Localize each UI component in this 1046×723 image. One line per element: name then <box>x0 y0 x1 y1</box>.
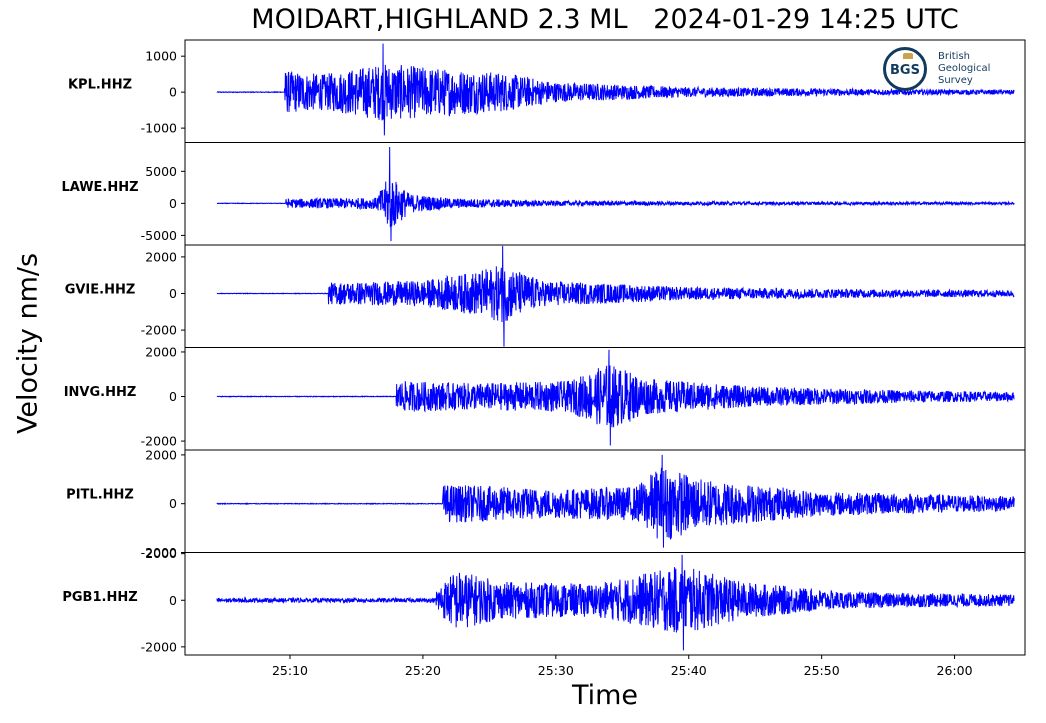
y-tick-label: 2000 <box>145 546 177 561</box>
bgs-logo-line1: British <box>938 51 970 62</box>
bgs-logo: BGS British Geological Survey <box>883 47 1003 95</box>
y-tick-label: -2000 <box>141 639 177 654</box>
station-label: KPL.HHZ <box>68 77 132 92</box>
x-tick-label: 26:00 <box>937 663 973 678</box>
x-tick-label: 25:30 <box>538 663 574 678</box>
y-tick-label: 2000 <box>145 249 177 264</box>
x-axis-label: Time <box>571 680 639 711</box>
bgs-logo-emblem: BGS <box>883 47 927 91</box>
x-tick-label: 25:20 <box>405 663 441 678</box>
station-label: LAWE.HHZ <box>61 180 138 195</box>
chart-title: MOIDART,HIGHLAND 2.3 ML 2024-01-29 14:25… <box>251 4 959 35</box>
y-tick-label: 0 <box>169 496 177 511</box>
y-tick-label: 0 <box>169 85 177 100</box>
y-tick-label: 0 <box>169 286 177 301</box>
x-tick-label: 25:10 <box>272 663 308 678</box>
waveform-trace <box>216 349 1015 446</box>
station-label: INVG.HHZ <box>64 385 137 400</box>
waveform-trace <box>216 454 1015 548</box>
x-tick-label: 25:40 <box>671 663 707 678</box>
bgs-logo-line3: Survey <box>938 75 973 86</box>
panel-frame <box>184 552 1026 656</box>
station-label: GVIE.HHZ <box>65 282 136 297</box>
waveform-trace <box>216 43 1015 136</box>
y-tick-label: -2000 <box>141 545 177 560</box>
panel-frame <box>184 347 1026 451</box>
y-tick-label: -5000 <box>141 228 177 243</box>
y-tick-label: 0 <box>169 593 177 608</box>
panel-frame <box>184 142 1026 246</box>
waveform-trace <box>216 554 1015 651</box>
y-axis-label: Velocity nm/s <box>12 252 44 435</box>
y-tick-label: 2000 <box>145 344 177 359</box>
waveform-trace <box>216 146 1015 242</box>
y-tick-label: -1000 <box>141 121 177 136</box>
y-tick-label: -2000 <box>141 434 177 449</box>
bgs-logo-line2: Geological <box>938 63 991 74</box>
y-tick-label: 2000 <box>145 447 177 462</box>
y-tick-label: 0 <box>169 389 177 404</box>
y-tick-label: -2000 <box>141 323 177 338</box>
station-label: PGB1.HHZ <box>62 590 137 605</box>
bgs-logo-abbr: BGS <box>890 63 920 78</box>
station-label: PITL.HHZ <box>66 487 134 502</box>
y-tick-label: 1000 <box>145 49 177 64</box>
y-tick-label: 0 <box>169 196 177 211</box>
bgs-logo-wordmark: British Geological Survey <box>938 51 990 87</box>
crown-icon <box>903 53 913 59</box>
y-tick-label: 5000 <box>145 164 177 179</box>
x-tick-label: 25:50 <box>804 663 840 678</box>
waveform-trace <box>216 245 1015 347</box>
